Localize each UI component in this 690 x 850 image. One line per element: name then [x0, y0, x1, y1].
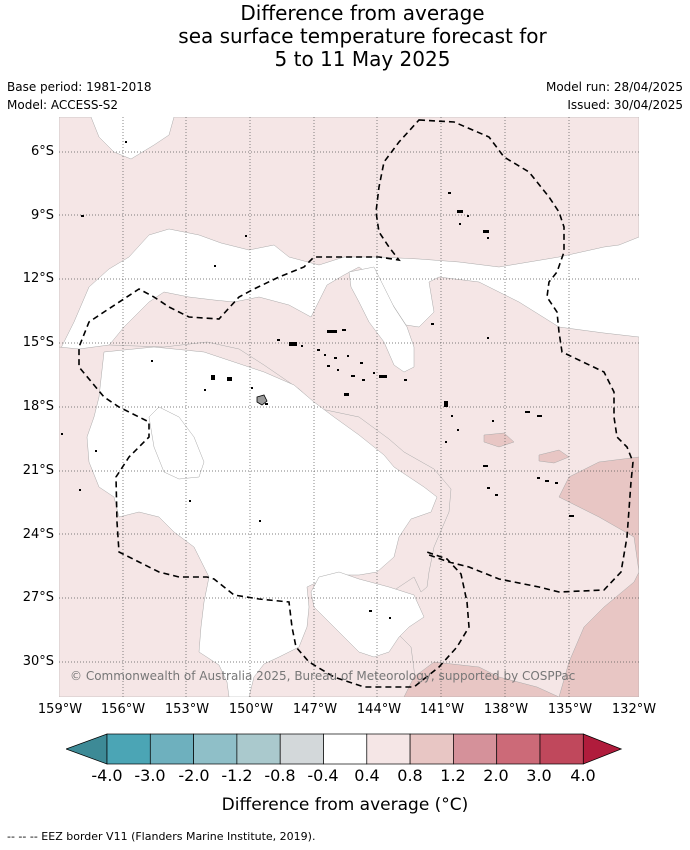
lat-label: 6°S: [30, 144, 54, 159]
lon-label: 135°W: [547, 702, 593, 717]
colorbar-tick: -1.2: [221, 766, 253, 785]
lat-label: 30°S: [22, 654, 54, 669]
lat-label: 18°S: [22, 399, 54, 414]
lon-label: 132°W: [611, 702, 657, 717]
lat-label: 21°S: [22, 463, 54, 478]
map-title: Difference from average sea surface temp…: [0, 2, 690, 71]
colorbar-tick: -0.8: [264, 766, 296, 785]
lon-label: 138°W: [483, 702, 529, 717]
lon-label: 156°W: [100, 702, 146, 717]
colorbar-segments: [66, 733, 623, 765]
tahiti-island: [256, 394, 268, 406]
colorbar-extend-high: [582, 733, 623, 765]
title-line-3: 5 to 11 May 2025: [274, 47, 451, 71]
lon-label: 153°W: [164, 702, 210, 717]
colorbar-tick: -2.0: [178, 766, 210, 785]
model-run: Model run: 28/04/2025: [545, 80, 683, 94]
colorbar-tick: -0.4: [307, 766, 339, 785]
colorbar-extend-low: [66, 733, 108, 765]
issued-date: Issued: 30/04/2025: [567, 98, 683, 112]
title-line-2: sea surface temperature forecast for: [178, 24, 547, 48]
meta-right: Model run: 28/04/2025 Issued: 30/04/2025: [546, 78, 683, 114]
copyright-notice: © Commonwealth of Australia 2025, Bureau…: [70, 669, 576, 683]
lon-label: 159°W: [37, 702, 83, 717]
lat-label: 15°S: [22, 335, 54, 350]
colorbar-segment: [106, 733, 151, 765]
lat-label: 27°S: [22, 590, 54, 605]
lon-label: 141°W: [419, 702, 465, 717]
base-period: Base period: 1981-2018: [7, 80, 152, 94]
colorbar-segment: [236, 733, 281, 765]
lat-label: 12°S: [22, 271, 54, 286]
model-name: Model: ACCESS-S2: [7, 98, 119, 112]
colorbar: [66, 733, 623, 765]
island-group: [61, 141, 574, 619]
colorbar-segment: [496, 733, 541, 765]
meta-left: Base period: 1981-2018 Model: ACCESS-S2: [7, 78, 152, 114]
colorbar-title: Difference from average (°C): [221, 795, 469, 815]
colorbar-tick: 0.8: [397, 766, 423, 785]
sst-anomaly-map: [59, 117, 639, 697]
neutral-region-east: [348, 266, 415, 373]
lat-label: 9°S: [30, 208, 54, 223]
colorbar-segment: [149, 733, 194, 765]
colorbar-tick: 0.4: [354, 766, 380, 785]
graticule: [59, 117, 639, 697]
warm-patch-mid-east: [538, 449, 570, 464]
colorbar-segment: [409, 733, 454, 765]
title-line-1: Difference from average: [240, 1, 485, 25]
colorbar-tick: 1.2: [440, 766, 466, 785]
colorbar-tick: -3.0: [134, 766, 166, 785]
colorbar-segment: [279, 733, 324, 765]
neutral-region-center: [148, 406, 205, 480]
colorbar-segment: [453, 733, 498, 765]
lon-label: 147°W: [292, 702, 338, 717]
warm-patch-east: [483, 432, 515, 448]
neutral-region-south: [310, 571, 425, 658]
lon-label: 144°W: [356, 702, 402, 717]
colorbar-segment: [323, 733, 368, 765]
anomaly-region-north: [59, 117, 639, 353]
colorbar-tick: 4.0: [570, 766, 596, 785]
eez-legend-note: -- -- -- EEZ border V11 (Flanders Marine…: [7, 830, 316, 843]
colorbar-segment: [193, 733, 238, 765]
colorbar-tick: 3.0: [526, 766, 552, 785]
colorbar-segment: [366, 733, 411, 765]
eez-border: [78, 119, 634, 688]
colorbar-tick: -4.0: [91, 766, 123, 785]
lat-label: 24°S: [22, 527, 54, 542]
colorbar-segment: [539, 733, 584, 765]
lon-label: 150°W: [228, 702, 274, 717]
colorbar-tick: 2.0: [483, 766, 509, 785]
